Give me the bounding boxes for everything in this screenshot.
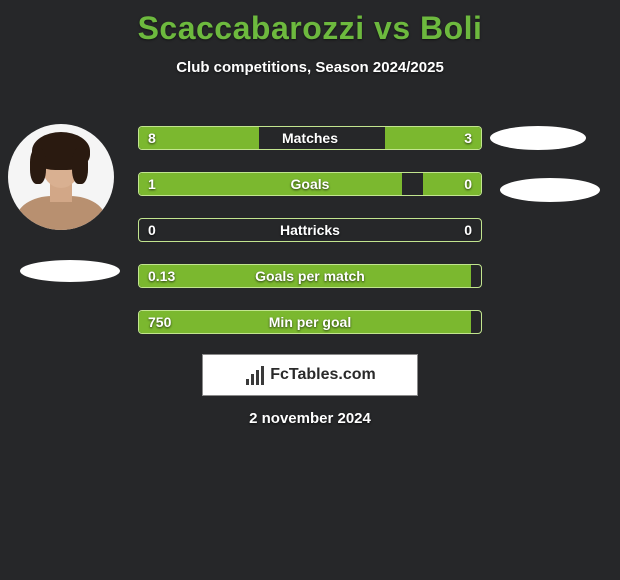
value-right: 0: [464, 172, 472, 196]
stat-label: Hattricks: [138, 218, 482, 242]
logo-box[interactable]: FcTables.com: [202, 354, 418, 396]
value-right: 0: [464, 218, 472, 242]
stat-row-min-per-goal: 750 Min per goal: [138, 310, 482, 334]
player-right-placeholder-2: [500, 178, 600, 202]
stat-label: Goals per match: [138, 264, 482, 288]
barchart-icon: [244, 365, 264, 385]
value-right: 3: [464, 126, 472, 150]
stat-row-goals-per-match: 0.13 Goals per match: [138, 264, 482, 288]
page-title: Scaccabarozzi vs Boli: [0, 0, 620, 47]
stat-label: Matches: [138, 126, 482, 150]
stat-label: Min per goal: [138, 310, 482, 334]
stat-row-matches: 8 Matches 3: [138, 126, 482, 150]
logo-text: FcTables.com: [270, 366, 376, 384]
stat-row-goals: 1 Goals 0: [138, 172, 482, 196]
player-left-name-placeholder: [20, 260, 120, 282]
player-right-placeholder-1: [490, 126, 586, 150]
subtitle: Club competitions, Season 2024/2025: [0, 59, 620, 76]
stat-label: Goals: [138, 172, 482, 196]
stat-row-hattricks: 0 Hattricks 0: [138, 218, 482, 242]
player-left-avatar: [8, 124, 114, 230]
date-label: 2 november 2024: [0, 410, 620, 427]
stats-container: 8 Matches 3 1 Goals 0 0 Hattricks 0 0.13…: [138, 126, 482, 356]
